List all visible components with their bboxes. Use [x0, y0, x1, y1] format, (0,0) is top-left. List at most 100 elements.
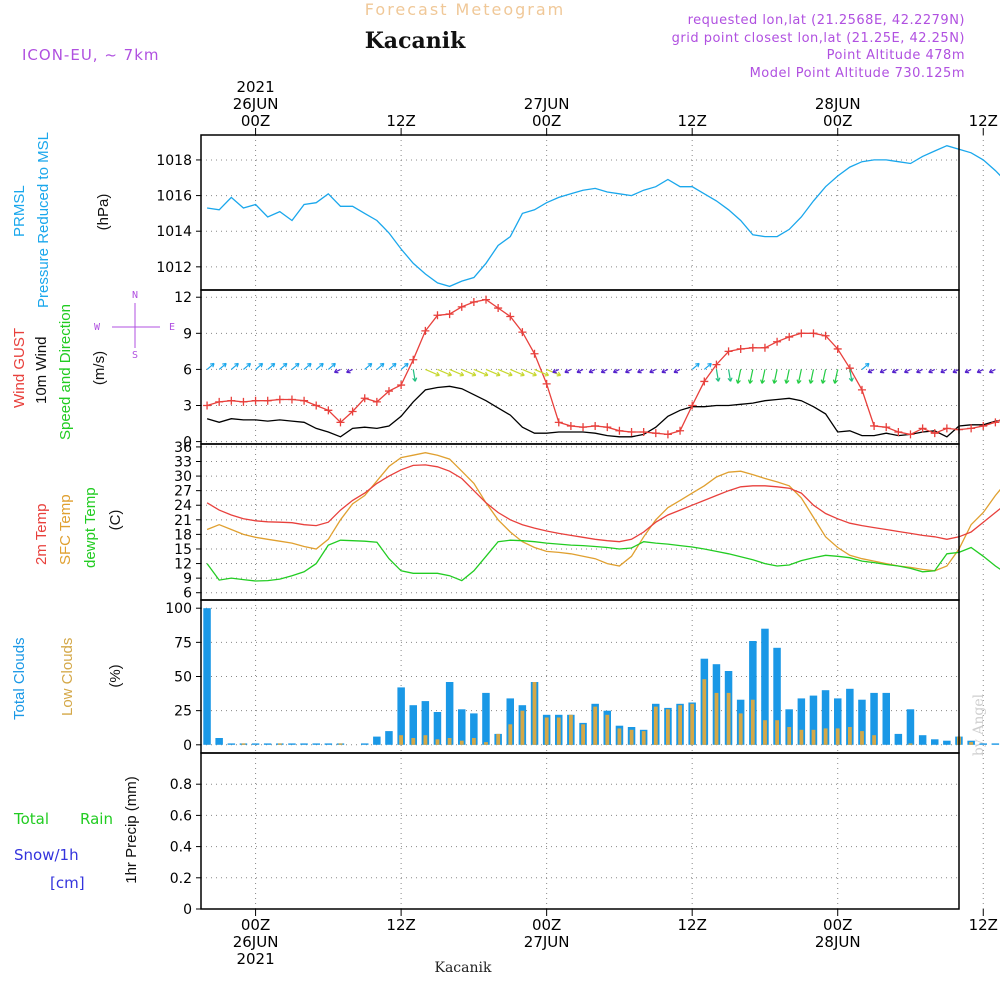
total-cloud-bar: [409, 705, 417, 745]
wind-dir-arrowhead: [988, 368, 994, 374]
wind-dir-arrowhead: [435, 371, 440, 377]
gust-marker: [566, 421, 575, 430]
compass-west: W: [94, 322, 101, 333]
x-tick-label-bottom: 00Z: [823, 916, 852, 934]
gust-marker: [275, 395, 284, 404]
model-altitude: Model Point Altitude 730.125m: [750, 66, 965, 81]
wind-dir-arrowhead: [270, 362, 276, 368]
y-tick-label: 0: [183, 902, 192, 918]
wind-dir-arrowhead: [952, 368, 958, 374]
low-cloud-bar: [241, 743, 246, 745]
total-cloud-bar: [312, 743, 320, 745]
gust-marker: [360, 394, 369, 403]
wind-dir-arrow: [376, 362, 385, 370]
model-label: ICON-EU, ~ 7km: [22, 46, 160, 64]
low-cloud-bar: [969, 742, 973, 745]
footer-title: Kacanik: [435, 960, 492, 976]
total-cloud-bar: [809, 695, 818, 745]
y-tick-label: 1014: [156, 224, 192, 240]
wind-dir-arrowhead: [331, 362, 336, 368]
gust-marker: [627, 427, 636, 436]
wind-dir-arrowhead: [307, 362, 312, 368]
grid-point-coords: grid point closest lon,lat (21.25E, 42.2…: [672, 31, 965, 46]
gust-marker: [542, 379, 551, 388]
wind-dir-arrowhead: [447, 371, 452, 377]
wind-dir-arrowhead: [747, 379, 753, 384]
y-tick-label: 36: [174, 440, 192, 456]
gust-marker: [930, 429, 939, 438]
low-cloud-bar: [726, 692, 731, 745]
wind-gust-label: Wind GUST: [11, 328, 28, 408]
low-cloud-bar: [484, 742, 488, 745]
low-cloud-bar: [508, 724, 513, 745]
gust-marker: [312, 401, 321, 410]
wind-dir-arrowhead: [544, 371, 550, 377]
wind-dir-arrow: [522, 368, 537, 376]
wind-dir-arrow: [327, 362, 336, 370]
series-2m-temp: [206, 464, 1000, 543]
station-title: Kacanik: [365, 28, 466, 54]
wind-dir-arrowhead: [412, 377, 418, 382]
y-tick-label: 21: [174, 513, 192, 529]
x-tick-label-top: 12Z: [969, 112, 998, 130]
gust-marker: [785, 332, 794, 341]
wind-dir-arrow: [291, 362, 300, 370]
gust-marker: [433, 311, 442, 320]
wind-dir-arrowhead: [576, 368, 582, 374]
wind-dir-arrow: [749, 369, 754, 384]
wind-dir-arrowhead: [294, 362, 300, 368]
series-10m-wind: [206, 385, 1000, 438]
y-tick-label: 1016: [156, 189, 192, 205]
wind-dir-arrow: [473, 368, 489, 376]
wind-dir-arrowhead: [903, 368, 909, 374]
gust-marker: [579, 423, 588, 432]
total-cloud-bar: [470, 713, 478, 745]
total-cloud-bar: [773, 647, 781, 745]
wind-dir-arrowhead: [879, 368, 885, 374]
y-tick-label: 9: [183, 571, 192, 587]
low-cloud-bar: [544, 717, 549, 745]
gust-marker: [336, 418, 345, 427]
gust-marker: [518, 328, 527, 337]
pressure-unit: (hPa): [95, 194, 112, 231]
watermark: by Angel: [971, 693, 987, 756]
y-tick-label: 0.8: [170, 777, 192, 793]
gust-marker: [857, 385, 866, 394]
low-cloud-bar: [435, 739, 440, 745]
x-tick-label-bottom: 00Z: [532, 916, 561, 934]
total-cloud-bar: [300, 743, 308, 745]
wind-dir-arrowhead: [715, 377, 721, 382]
gust-marker: [736, 344, 745, 353]
x-tick-label-top: 26JUN: [233, 95, 279, 113]
gust-marker: [615, 426, 624, 435]
gust-marker: [748, 343, 757, 352]
wind-dir-arrow: [797, 369, 802, 384]
wind-dir-arrowhead: [964, 368, 970, 374]
gust-marker: [663, 430, 672, 439]
wind-dir-arrowhead: [612, 368, 618, 374]
low-cloud-bar: [823, 728, 828, 745]
low-cloud-bar: [811, 729, 816, 745]
wind-compass: N W E S: [94, 290, 175, 361]
x-tick-label-top: 00Z: [241, 112, 270, 130]
x-tick-label-bottom: 27JUN: [524, 933, 570, 951]
total-cloud-bar: [227, 743, 236, 745]
wind-dir-arrowhead: [319, 362, 324, 368]
wind-dir-arrow: [822, 369, 827, 384]
wind-dir-arrow: [703, 362, 712, 370]
wind-dir-arrowhead: [784, 379, 790, 384]
wind-dir-arrowhead: [508, 371, 513, 377]
gust-marker: [809, 329, 818, 338]
wind-dir-arrowhead: [864, 362, 870, 368]
low-cloud-bar: [653, 706, 658, 745]
gust-marker: [760, 343, 769, 352]
wind-dir-arrowhead: [367, 362, 373, 368]
wind-dir-arrow: [785, 369, 790, 384]
wind-dir-arrowhead: [772, 379, 778, 384]
y-tick-label: 0: [183, 435, 192, 451]
wind-dir-label: Speed and Direction: [57, 304, 74, 440]
panel-frame-wind: [200, 289, 960, 445]
clouds-unit: (%): [107, 664, 124, 687]
y-tick-label: 25: [174, 704, 192, 720]
gust-marker: [287, 395, 296, 404]
